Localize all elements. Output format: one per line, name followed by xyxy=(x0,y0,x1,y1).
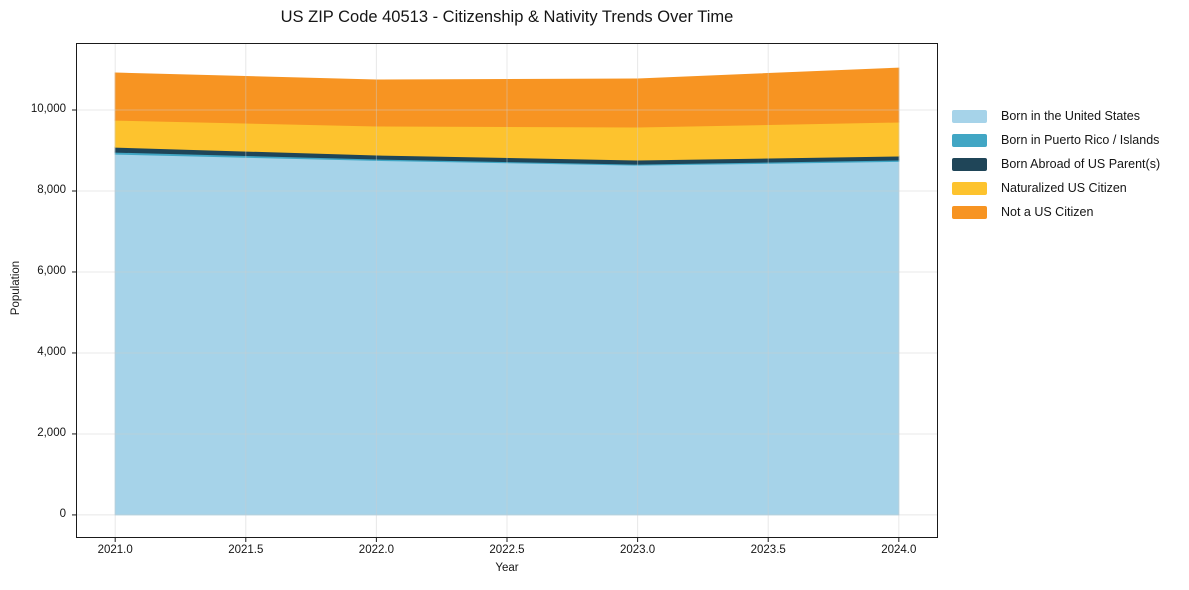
legend-label: Born Abroad of US Parent(s) xyxy=(1001,157,1161,171)
x-tick-label: 2022.0 xyxy=(358,544,394,556)
legend-item-born-abroad-of-us-parent-s: Born Abroad of US Parent(s) xyxy=(952,152,1160,176)
x-tick-label: 2024.0 xyxy=(881,544,917,556)
area-not-a-us-citizen xyxy=(114,67,900,128)
x-tick-label: 2023.5 xyxy=(750,544,786,556)
legend-label: Born in the United States xyxy=(1001,109,1140,123)
x-tick-label: 2021.0 xyxy=(97,544,133,556)
y-tick-label: 4,000 xyxy=(37,345,66,358)
y-tick-label: 2,000 xyxy=(37,426,66,439)
legend: Born in the United States Born in Puerto … xyxy=(952,104,1160,224)
y-tick-label: 6,000 xyxy=(37,264,66,277)
plot-frame xyxy=(76,43,938,538)
x-axis-label: Year xyxy=(495,562,519,574)
y-tick-label: 0 xyxy=(59,507,66,520)
legend-label: Born in Puerto Rico / Islands xyxy=(1001,133,1160,147)
legend-item-naturalized-us-citizen: Naturalized US Citizen xyxy=(952,176,1160,200)
y-tick-label: 10,000 xyxy=(30,103,66,115)
x-tick-label: 2022.5 xyxy=(489,544,525,556)
y-axis-label: Population xyxy=(10,260,22,316)
x-tick-label: 2021.5 xyxy=(228,544,264,556)
legend-item-not-a-us-citizen: Not a US Citizen xyxy=(952,200,1160,224)
legend-swatch xyxy=(952,181,987,195)
legend-swatch xyxy=(952,205,987,219)
x-tick-label: 2023.0 xyxy=(620,544,656,556)
legend-label: Naturalized US Citizen xyxy=(1001,181,1127,195)
legend-swatch xyxy=(952,109,987,123)
legend-swatch xyxy=(952,133,987,147)
y-tick-label: 8,000 xyxy=(37,183,66,196)
legend-swatch xyxy=(952,157,987,171)
chart-title: US ZIP Code 40513 - Citizenship & Nativi… xyxy=(280,8,734,26)
legend-label: Not a US Citizen xyxy=(1001,205,1094,219)
legend-item-born-in-puerto-rico-islands: Born in Puerto Rico / Islands xyxy=(952,128,1160,152)
legend-item-born-in-the-united-states: Born in the United States xyxy=(952,104,1160,128)
